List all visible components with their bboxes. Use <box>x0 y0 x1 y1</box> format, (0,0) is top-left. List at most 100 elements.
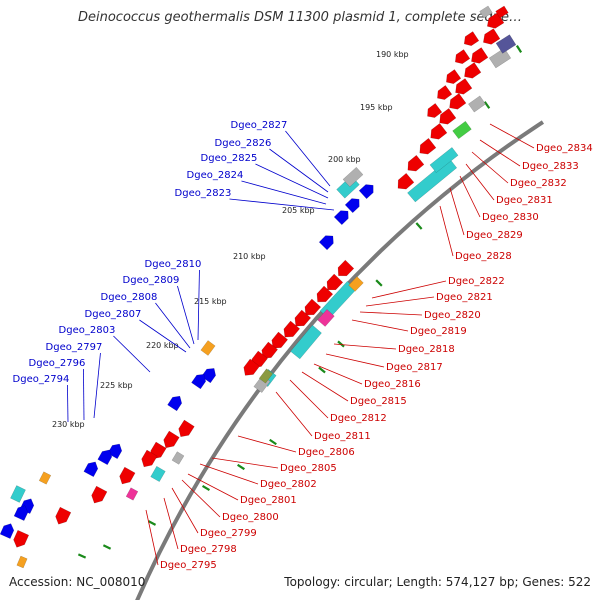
reverse-gene-arrow[interactable] <box>326 273 344 291</box>
reverse-gene-label[interactable]: Dgeo_2802 <box>260 479 317 490</box>
reverse-gene-label[interactable]: Dgeo_2812 <box>330 413 387 424</box>
reverse-gene-arrow[interactable] <box>430 123 448 140</box>
reverse-gene-arrow[interactable] <box>464 62 482 79</box>
reverse-gene-arrow[interactable] <box>119 466 136 485</box>
reverse-gene-arrow[interactable] <box>13 529 30 548</box>
olive-gene-block[interactable] <box>258 368 274 384</box>
reverse-gene-arrow[interactable] <box>419 137 437 155</box>
reverse-gene-label[interactable]: Dgeo_2815 <box>350 396 407 407</box>
forward-gene-arrow[interactable] <box>358 184 374 200</box>
reverse-gene-label[interactable]: Dgeo_2821 <box>436 292 493 303</box>
gray-gene-block[interactable] <box>488 47 512 69</box>
reverse-gene-label[interactable]: Dgeo_2828 <box>455 251 512 262</box>
reverse-gene-label[interactable]: Dgeo_2822 <box>448 276 505 287</box>
reverse-gene-label[interactable]: Dgeo_2833 <box>522 161 579 172</box>
purple-gene-block[interactable] <box>495 34 517 54</box>
gray-gene-block[interactable] <box>468 95 486 113</box>
forward-gene-arrow[interactable] <box>344 198 360 214</box>
reverse-gene-arrow[interactable] <box>91 485 108 504</box>
forward-gene-label[interactable]: Dgeo_2797 <box>46 342 103 353</box>
reverse-gene-label[interactable]: Dgeo_2831 <box>496 195 553 206</box>
cyan-gene-block[interactable] <box>290 324 322 360</box>
reverse-gene-arrow[interactable] <box>304 298 322 316</box>
pink-gene-block[interactable] <box>125 487 139 501</box>
reverse-gene-arrow[interactable] <box>439 108 457 125</box>
orange-gene-block[interactable] <box>200 340 216 356</box>
cyan-gene-block[interactable] <box>150 465 166 483</box>
red-gene-block[interactable] <box>495 5 509 19</box>
reverse-gene-arrow[interactable] <box>463 31 480 47</box>
forward-gene-label[interactable]: Dgeo_2827 <box>231 120 288 131</box>
reverse-gene-label[interactable]: Dgeo_2801 <box>240 495 297 506</box>
forward-gene-label[interactable]: Dgeo_2794 <box>13 374 70 385</box>
forward-gene-arrow[interactable] <box>83 461 99 478</box>
reverse-gene-arrow[interactable] <box>243 358 260 376</box>
reverse-gene-label[interactable]: Dgeo_2795 <box>160 560 217 571</box>
forward-gene-arrow[interactable] <box>167 395 183 412</box>
forward-gene-arrow[interactable] <box>201 368 216 384</box>
forward-gene-label[interactable]: Dgeo_2810 <box>145 259 202 270</box>
reverse-gene-arrow[interactable] <box>337 259 355 277</box>
gray-gene-block[interactable] <box>171 451 185 465</box>
green-gene-block[interactable] <box>452 120 472 140</box>
reverse-gene-label[interactable]: Dgeo_2800 <box>222 512 279 523</box>
cyan-gene-block[interactable] <box>10 485 26 503</box>
orange-gene-block[interactable] <box>38 471 52 485</box>
reverse-gene-label[interactable]: Dgeo_2811 <box>314 431 371 442</box>
reverse-gene-arrow[interactable] <box>449 93 467 110</box>
forward-gene-arrow[interactable] <box>333 210 349 226</box>
reverse-gene-label[interactable]: Dgeo_2834 <box>536 143 593 154</box>
reverse-gene-label[interactable]: Dgeo_2805 <box>280 463 337 474</box>
reverse-gene-label[interactable]: Dgeo_2798 <box>180 544 237 555</box>
reverse-gene-arrow[interactable] <box>427 103 443 118</box>
reverse-gene-label[interactable]: Dgeo_2830 <box>482 212 539 223</box>
forward-gene-arrow[interactable] <box>191 374 206 390</box>
forward-gene-arrow[interactable] <box>318 235 334 251</box>
reverse-gene-arrow[interactable] <box>483 28 501 45</box>
pink-gene-block[interactable] <box>317 309 335 327</box>
orange-gene-block[interactable] <box>16 555 28 569</box>
reverse-gene-label[interactable]: Dgeo_2799 <box>200 528 257 539</box>
reverse-gene-arrow[interactable] <box>271 331 289 349</box>
forward-gene-arrow[interactable] <box>0 523 15 539</box>
reverse-gene-arrow[interactable] <box>455 78 473 95</box>
forward-gene-label[interactable]: Dgeo_2824 <box>187 170 244 181</box>
forward-gene-label[interactable]: Dgeo_2825 <box>201 153 258 164</box>
reverse-gene-label[interactable]: Dgeo_2829 <box>466 230 523 241</box>
reverse-gene-arrow[interactable] <box>163 430 180 449</box>
reverse-gene-arrow[interactable] <box>471 47 489 64</box>
reverse-gene-arrow[interactable] <box>294 309 312 327</box>
reverse-gene-arrow[interactable] <box>446 69 462 84</box>
forward-gene-arrow[interactable] <box>107 443 123 460</box>
reverse-gene-arrow[interactable] <box>141 449 158 468</box>
forward-gene-arrow[interactable] <box>97 449 113 466</box>
reverse-gene-arrow[interactable] <box>397 172 415 190</box>
forward-gene-label[interactable]: Dgeo_2823 <box>175 188 232 199</box>
reverse-gene-arrow[interactable] <box>261 341 279 359</box>
reverse-gene-arrow[interactable] <box>55 506 72 525</box>
reverse-gene-arrow[interactable] <box>283 320 301 338</box>
gray-gene-block[interactable] <box>479 5 493 19</box>
reverse-gene-arrow[interactable] <box>316 285 334 303</box>
reverse-gene-arrow[interactable] <box>437 85 453 100</box>
forward-gene-label[interactable]: Dgeo_2796 <box>29 358 86 369</box>
cyan-gene-block[interactable] <box>429 147 459 173</box>
gray-gene-block[interactable] <box>342 166 364 188</box>
forward-gene-label[interactable]: Dgeo_2826 <box>215 138 272 149</box>
forward-gene-label[interactable]: Dgeo_2807 <box>85 309 142 320</box>
forward-gene-arrow[interactable] <box>13 505 29 521</box>
reverse-gene-label[interactable]: Dgeo_2818 <box>398 344 455 355</box>
reverse-gene-label[interactable]: Dgeo_2820 <box>424 310 481 321</box>
forward-gene-label[interactable]: Dgeo_2809 <box>123 275 180 286</box>
reverse-gene-label[interactable]: Dgeo_2806 <box>298 447 355 458</box>
reverse-gene-label[interactable]: Dgeo_2832 <box>510 178 567 189</box>
reverse-gene-arrow[interactable] <box>407 154 425 172</box>
reverse-gene-label[interactable]: Dgeo_2819 <box>410 326 467 337</box>
reverse-gene-arrow[interactable] <box>454 49 471 64</box>
reverse-gene-arrow[interactable] <box>178 419 195 438</box>
orange-gene-block[interactable] <box>348 276 364 292</box>
reverse-gene-label[interactable]: Dgeo_2817 <box>386 362 443 373</box>
reverse-gene-label[interactable]: Dgeo_2816 <box>364 379 421 390</box>
forward-gene-label[interactable]: Dgeo_2808 <box>101 292 158 303</box>
forward-gene-label[interactable]: Dgeo_2803 <box>59 325 116 336</box>
